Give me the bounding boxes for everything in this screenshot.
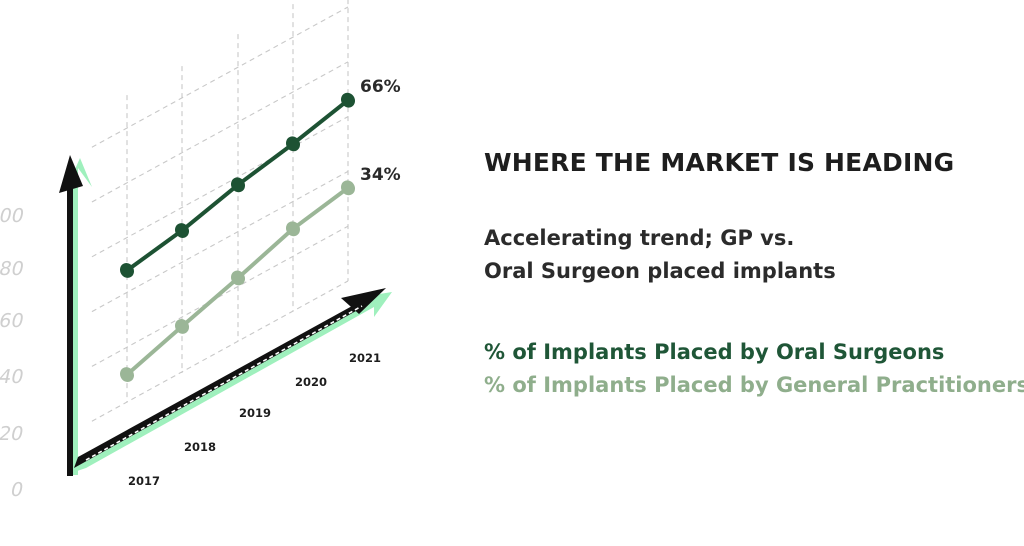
data-point-general_practitioners bbox=[230, 270, 246, 286]
x-axis-ticks: 2017 2018 2019 2020 2021 bbox=[128, 351, 381, 488]
subtitle-line-2: Oral Surgeon placed implants bbox=[484, 259, 836, 283]
grid-row-line bbox=[91, 61, 349, 203]
y-tick-label: 60 bbox=[0, 309, 26, 332]
legend-oral-surgeons: % of Implants Placed by Oral Surgeons bbox=[484, 340, 945, 364]
x-axis-arrowhead bbox=[341, 288, 386, 314]
y-axis-arrowhead bbox=[59, 155, 83, 193]
chart-grid bbox=[91, 0, 349, 422]
data-point-oral_surgeons bbox=[340, 92, 356, 108]
legend: % of Implants Placed by Oral Surgeons % … bbox=[484, 336, 1024, 402]
y-axis-ticks: 0 20 40 60 80 100 bbox=[0, 204, 26, 501]
y-tick-label: 20 bbox=[0, 422, 26, 445]
x-tick-label: 2021 bbox=[349, 351, 381, 365]
x-tick-label: 2018 bbox=[184, 440, 216, 454]
x-axis-line bbox=[74, 300, 365, 468]
data-point-general_practitioners bbox=[119, 367, 135, 383]
y-axis-highlight bbox=[68, 158, 92, 475]
end-label-oral_surgeons: 66% bbox=[360, 77, 401, 97]
subtitle: Accelerating trend; GP vs. Oral Surgeon … bbox=[484, 222, 836, 288]
data-point-oral_surgeons bbox=[285, 136, 301, 152]
page-title: WHERE THE MARKET IS HEADING bbox=[484, 148, 955, 177]
x-tick-label: 2019 bbox=[239, 406, 271, 420]
data-point-oral_surgeons bbox=[230, 177, 246, 193]
x-axis-highlight bbox=[74, 292, 392, 472]
x-axis-dashes bbox=[85, 305, 363, 461]
y-axis-line bbox=[67, 176, 73, 476]
grid-row-line bbox=[91, 280, 349, 422]
chart-axes bbox=[59, 155, 392, 476]
grid-row-line bbox=[91, 170, 349, 313]
grid-row-line bbox=[91, 225, 349, 367]
x-tick-label: 2017 bbox=[128, 474, 160, 488]
legend-general-practitioners: % of Implants Placed by General Practiti… bbox=[484, 373, 1024, 397]
y-tick-label: 100 bbox=[0, 204, 26, 227]
y-tick-label: 0 bbox=[9, 478, 26, 501]
data-point-oral_surgeons bbox=[119, 263, 135, 278]
data-point-general_practitioners bbox=[340, 180, 356, 196]
data-point-general_practitioners bbox=[174, 319, 190, 334]
x-tick-label: 2020 bbox=[295, 375, 327, 389]
y-tick-label: 80 bbox=[0, 257, 26, 280]
end-label-general_practitioners: 34% bbox=[360, 165, 401, 185]
grid-row-line bbox=[91, 116, 349, 258]
subtitle-line-1: Accelerating trend; GP vs. bbox=[484, 226, 795, 250]
y-tick-label: 40 bbox=[0, 365, 26, 388]
data-point-oral_surgeons bbox=[174, 223, 190, 238]
chart-series: 66% 34% bbox=[119, 77, 401, 383]
grid-row-line bbox=[91, 6, 349, 148]
data-point-general_practitioners bbox=[285, 221, 301, 237]
